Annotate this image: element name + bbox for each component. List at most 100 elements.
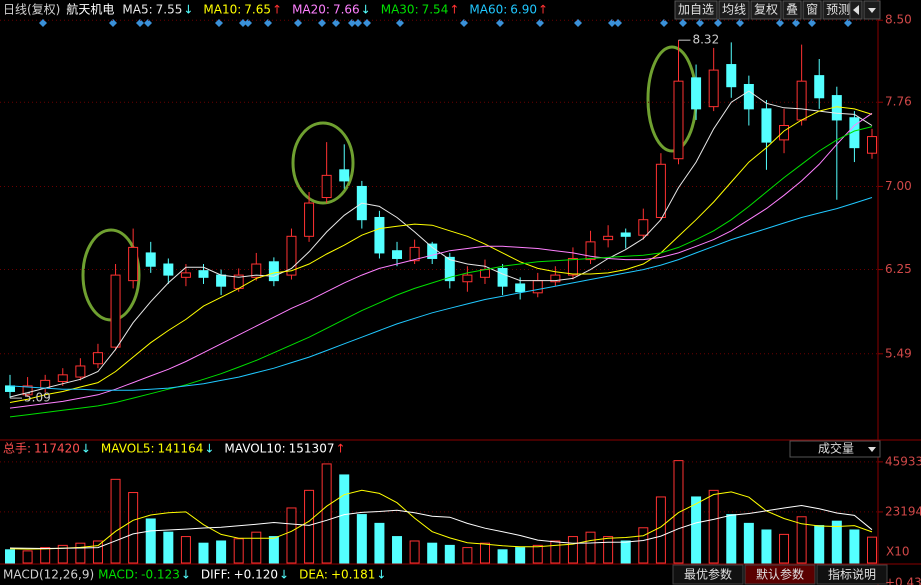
info-marker[interactable] — [608, 19, 616, 27]
indicator-tab[interactable] — [816, 564, 888, 585]
info-marker[interactable] — [244, 19, 252, 27]
indicator-selector-label[interactable]: 成交量 — [818, 441, 854, 456]
indicator-selector[interactable] — [789, 440, 881, 458]
candle-body — [180, 272, 191, 278]
info-marker[interactable] — [496, 19, 504, 27]
min-label: 5.09 — [24, 391, 51, 405]
volume-bar — [655, 496, 666, 564]
candle-body — [849, 117, 860, 149]
dropdown-icon[interactable] — [868, 8, 876, 13]
info-marker[interactable] — [714, 19, 722, 27]
candle-body — [567, 257, 578, 276]
info-marker[interactable] — [696, 19, 704, 27]
dropdown-icon[interactable] — [868, 447, 876, 452]
candle-body — [286, 235, 297, 276]
legend-value: 7.54 — [422, 3, 449, 17]
legend-value: 7.55 — [156, 3, 183, 17]
info-marker[interactable] — [318, 19, 326, 27]
trend-arrow: ↓ — [361, 3, 371, 17]
candle-body — [867, 136, 877, 154]
y-tick-label: 5.49 — [885, 346, 912, 360]
info-marker[interactable] — [660, 19, 668, 27]
volume-bar — [198, 542, 209, 564]
volume-bar — [145, 518, 156, 564]
info-marker[interactable] — [294, 19, 302, 27]
ma-line — [9, 106, 873, 403]
candle-body — [620, 232, 631, 237]
info-marker[interactable] — [792, 19, 800, 27]
candle-body — [268, 261, 279, 282]
info-marker[interactable] — [332, 19, 340, 27]
legend-value: 6.90 — [510, 3, 537, 17]
info-marker[interactable] — [354, 19, 362, 27]
toolbar-button[interactable] — [674, 0, 718, 20]
info-marker[interactable] — [736, 19, 744, 27]
info-marker[interactable] — [776, 19, 784, 27]
indicator-tab[interactable] — [672, 564, 744, 585]
candle-body — [673, 80, 684, 160]
scroll-left-icon[interactable] — [853, 5, 859, 15]
toolbar-button-label[interactable]: 均线 — [722, 3, 746, 17]
info-marker[interactable] — [808, 19, 816, 27]
volume-bar — [638, 527, 649, 564]
info-marker[interactable] — [574, 19, 582, 27]
indicator-tab-label[interactable]: 默认参数 — [756, 567, 804, 582]
info-marker[interactable] — [215, 19, 223, 27]
info-marker[interactable] — [679, 19, 687, 27]
candle-body — [708, 69, 719, 108]
info-marker[interactable] — [844, 19, 852, 27]
candle-body — [462, 274, 473, 283]
info-marker[interactable] — [363, 19, 371, 27]
candle-body — [163, 263, 174, 276]
candle-body — [145, 252, 156, 267]
info-marker[interactable] — [144, 19, 152, 27]
info-marker[interactable] — [239, 19, 247, 27]
ma-line — [9, 126, 873, 418]
trend-arrow: ↑ — [272, 3, 282, 17]
volume-bar — [796, 516, 807, 564]
indicator-tab-label[interactable]: 最优参数 — [684, 567, 732, 582]
info-marker[interactable] — [396, 19, 404, 27]
candle-body — [603, 235, 614, 241]
volume-ma-line — [9, 504, 873, 550]
info-marker[interactable] — [39, 19, 47, 27]
trend-arrow: ↑ — [335, 442, 345, 456]
volume-bar — [339, 474, 350, 564]
volume-bar — [603, 536, 614, 564]
toolbar-button-label[interactable]: 窗 — [806, 3, 818, 17]
candle-body — [409, 246, 420, 262]
info-marker[interactable] — [614, 19, 622, 27]
toolbar-button[interactable] — [782, 0, 802, 20]
toolbar-button-label[interactable]: 叠 — [786, 3, 798, 17]
volume-bar — [304, 489, 315, 564]
volume-bar — [286, 507, 297, 564]
volume-bar — [22, 550, 33, 564]
period: 日线(复权) — [3, 3, 60, 17]
ma-line — [9, 197, 873, 391]
volume-bar — [761, 529, 772, 564]
info-marker[interactable] — [460, 19, 468, 27]
volume-bar — [673, 460, 684, 564]
toolbar-button-label[interactable]: 加自选 — [678, 3, 714, 17]
indicator-tab[interactable] — [744, 564, 816, 585]
trend-arrow: ↑ — [449, 3, 459, 17]
legend-value: 141164 — [158, 442, 204, 456]
toolbar-button[interactable] — [750, 0, 782, 20]
info-marker[interactable] — [536, 19, 544, 27]
volume-bar — [567, 536, 578, 564]
info-marker[interactable] — [136, 19, 144, 27]
toolbar-button-label[interactable]: 预测 — [826, 3, 850, 17]
volume-bar — [550, 540, 561, 564]
candle-body — [5, 385, 15, 392]
toolbar-button-label[interactable]: 复权 — [754, 3, 778, 17]
candle-body — [655, 163, 666, 218]
info-marker[interactable] — [264, 19, 272, 27]
legend-name: MA10: — [203, 3, 241, 17]
indicator-tab-label[interactable]: 指标说明 — [828, 567, 876, 582]
toolbar-button[interactable] — [718, 0, 750, 20]
info-marker[interactable] — [109, 19, 117, 27]
info-marker[interactable] — [348, 19, 356, 27]
toolbar-button[interactable] — [802, 0, 822, 20]
legend-name: MAVOL10: — [224, 442, 285, 456]
